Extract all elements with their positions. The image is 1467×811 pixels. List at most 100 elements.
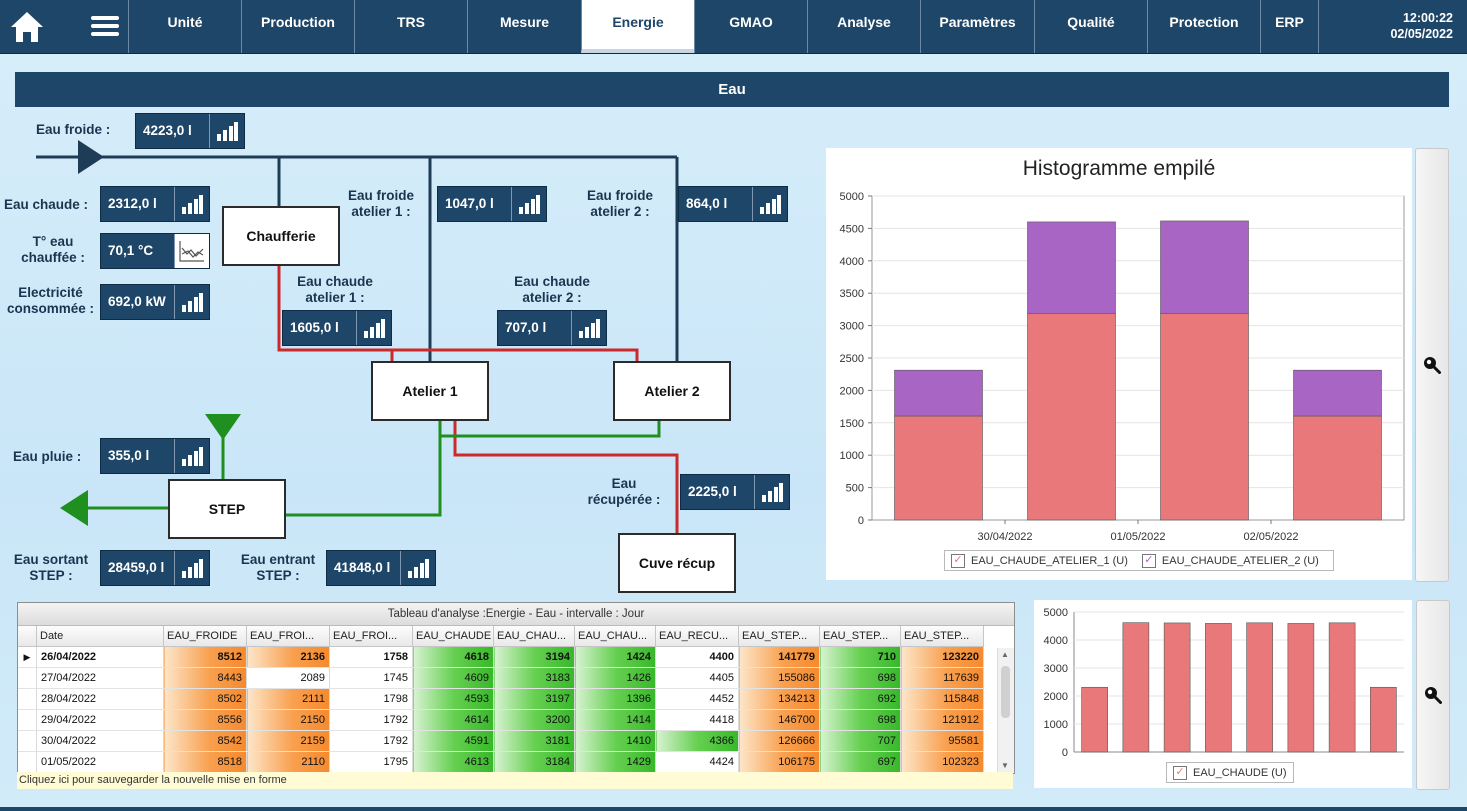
bar-segment-1[interactable] bbox=[1027, 221, 1116, 314]
bar-chart-icon[interactable] bbox=[174, 551, 209, 585]
scroll-up-icon[interactable]: ▲ bbox=[1001, 650, 1009, 659]
table-row[interactable]: 30/04/2022 8542 2159 1792 4591 3181 1410 4366 12… bbox=[18, 730, 984, 752]
bar[interactable] bbox=[1205, 623, 1232, 753]
column-header[interactable]: Date bbox=[36, 626, 164, 647]
table-cell[interactable]: 28/04/2022 bbox=[36, 688, 164, 710]
save-layout-hint[interactable]: Cliquez ici pour sauvegarder la nouvelle… bbox=[17, 772, 1013, 789]
column-header[interactable]: EAU_STEP... bbox=[738, 626, 820, 647]
column-header[interactable]: EAU_CHAU... bbox=[493, 626, 575, 647]
table-cell[interactable]: 1798 bbox=[329, 688, 413, 710]
eau-froide-value[interactable]: 4223,0 l bbox=[135, 113, 245, 149]
eau-froide-a1-value[interactable]: 1047,0 l bbox=[437, 186, 547, 222]
table-cell[interactable]: 29/04/2022 bbox=[36, 709, 164, 731]
bar[interactable] bbox=[1328, 622, 1356, 753]
chaufferie-box[interactable]: Chaufferie bbox=[222, 206, 340, 266]
table-cell[interactable]: 2089 bbox=[246, 667, 330, 689]
bar[interactable] bbox=[1370, 686, 1397, 753]
table-row[interactable]: 29/04/2022 8556 2150 1792 4614 3200 1414 4418 14… bbox=[18, 709, 984, 731]
table-cell[interactable]: 117639 bbox=[900, 667, 984, 689]
table-cell[interactable]: 8512 bbox=[163, 646, 247, 668]
column-header[interactable]: EAU_CHAU... bbox=[574, 626, 656, 647]
table-cell[interactable]: 1396 bbox=[574, 688, 656, 710]
table-cell[interactable]: 134213 bbox=[738, 688, 820, 710]
table-cell[interactable]: 1795 bbox=[329, 751, 413, 773]
table-cell[interactable]: 2111 bbox=[246, 688, 330, 710]
table-cell[interactable]: 155086 bbox=[738, 667, 820, 689]
tab-unite[interactable]: Unité bbox=[128, 0, 241, 53]
bar[interactable] bbox=[1122, 622, 1150, 753]
eau-chaude-a2-value[interactable]: 707,0 l bbox=[497, 310, 607, 346]
table-cell[interactable]: 1426 bbox=[574, 667, 656, 689]
bar-segment-0[interactable] bbox=[1160, 312, 1249, 521]
row-selector[interactable] bbox=[18, 709, 37, 731]
table-cell[interactable]: 2159 bbox=[246, 730, 330, 752]
table-cell[interactable]: 4609 bbox=[412, 667, 494, 689]
eau-pluie-value[interactable]: 355,0 l bbox=[100, 438, 210, 474]
menu-button[interactable] bbox=[85, 8, 125, 44]
table-cell[interactable]: 146700 bbox=[738, 709, 820, 731]
table-cell[interactable]: 4424 bbox=[655, 751, 739, 773]
column-header[interactable]: EAU_FROI... bbox=[329, 626, 413, 647]
row-selector[interactable] bbox=[18, 730, 37, 752]
table-cell[interactable]: 692 bbox=[819, 688, 901, 710]
table-cell[interactable]: 3183 bbox=[493, 667, 575, 689]
eau-chaude-a1-value[interactable]: 1605,0 l bbox=[282, 310, 392, 346]
bar[interactable] bbox=[1081, 686, 1108, 753]
table-cell[interactable]: 3181 bbox=[493, 730, 575, 752]
bar[interactable] bbox=[1246, 622, 1273, 753]
table-cell[interactable]: 1429 bbox=[574, 751, 656, 773]
eau-chaude-value[interactable]: 2312,0 l bbox=[100, 186, 210, 222]
table-cell[interactable]: 8518 bbox=[163, 751, 247, 773]
atelier1-box[interactable]: Atelier 1 bbox=[371, 361, 489, 421]
column-header[interactable]: EAU_RECU... bbox=[655, 626, 739, 647]
tab-protection[interactable]: Protection bbox=[1147, 0, 1260, 53]
column-header[interactable]: EAU_STEP... bbox=[819, 626, 901, 647]
table-cell[interactable]: 4591 bbox=[412, 730, 494, 752]
table-cell[interactable]: 707 bbox=[819, 730, 901, 752]
tab-analyse[interactable]: Analyse bbox=[807, 0, 920, 53]
table-cell[interactable]: 4614 bbox=[412, 709, 494, 731]
table-row[interactable]: 28/04/2022 8502 2111 1798 4593 3197 1396 4452 13… bbox=[18, 688, 984, 710]
tab-mesure[interactable]: Mesure bbox=[467, 0, 581, 53]
row-selector[interactable] bbox=[18, 688, 37, 710]
table-cell[interactable]: 26/04/2022 bbox=[36, 646, 164, 668]
legend-checkbox[interactable]: ✓ bbox=[951, 553, 965, 568]
table-row[interactable]: ▶ 26/04/2022 8512 2136 1758 4618 3194 1424 4400 1… bbox=[18, 646, 984, 668]
table-cell[interactable]: 4366 bbox=[655, 730, 739, 752]
eau-sortant-value[interactable]: 28459,0 l bbox=[100, 550, 210, 586]
bar[interactable] bbox=[1287, 623, 1315, 753]
table-cell[interactable]: 01/05/2022 bbox=[36, 751, 164, 773]
zoom-button-2[interactable] bbox=[1416, 600, 1450, 790]
vertical-scrollbar[interactable]: ▲ ▼ bbox=[997, 648, 1014, 772]
table-cell[interactable]: 1758 bbox=[329, 646, 413, 668]
table-cell[interactable]: 1414 bbox=[574, 709, 656, 731]
cuve-recup-box[interactable]: Cuve récup bbox=[618, 533, 736, 593]
table-cell[interactable]: 1792 bbox=[329, 709, 413, 731]
eau-entrant-value[interactable]: 41848,0 l bbox=[326, 550, 436, 586]
tab-energie[interactable]: Energie bbox=[581, 0, 694, 53]
electricite-value[interactable]: 692,0 kW bbox=[100, 284, 210, 320]
table-cell[interactable]: 106175 bbox=[738, 751, 820, 773]
bar-chart-icon[interactable] bbox=[752, 187, 787, 221]
table-cell[interactable]: 1745 bbox=[329, 667, 413, 689]
table-cell[interactable]: 4593 bbox=[412, 688, 494, 710]
table-cell[interactable]: 115848 bbox=[900, 688, 984, 710]
table-cell[interactable]: 2110 bbox=[246, 751, 330, 773]
scroll-down-icon[interactable]: ▼ bbox=[1001, 761, 1009, 770]
tab-parametres[interactable]: Paramètres bbox=[920, 0, 1034, 53]
eau-froide-a2-value[interactable]: 864,0 l bbox=[678, 186, 788, 222]
tab-trs[interactable]: TRS bbox=[354, 0, 467, 53]
table-cell[interactable]: 3184 bbox=[493, 751, 575, 773]
table-cell[interactable]: 121912 bbox=[900, 709, 984, 731]
table-cell[interactable]: 4400 bbox=[655, 646, 739, 668]
table-cell[interactable]: 126666 bbox=[738, 730, 820, 752]
table-cell[interactable]: 8502 bbox=[163, 688, 247, 710]
row-selector[interactable] bbox=[18, 667, 37, 689]
column-header[interactable]: EAU_FROI... bbox=[246, 626, 330, 647]
row-selector[interactable]: ▶ bbox=[18, 646, 37, 668]
legend-checkbox[interactable]: ✓ bbox=[1141, 553, 1156, 568]
bar-segment-0[interactable] bbox=[894, 415, 983, 521]
table-cell[interactable]: 8542 bbox=[163, 730, 247, 752]
tab-gmao[interactable]: GMAO bbox=[694, 0, 807, 53]
table-cell[interactable]: 697 bbox=[819, 751, 901, 773]
